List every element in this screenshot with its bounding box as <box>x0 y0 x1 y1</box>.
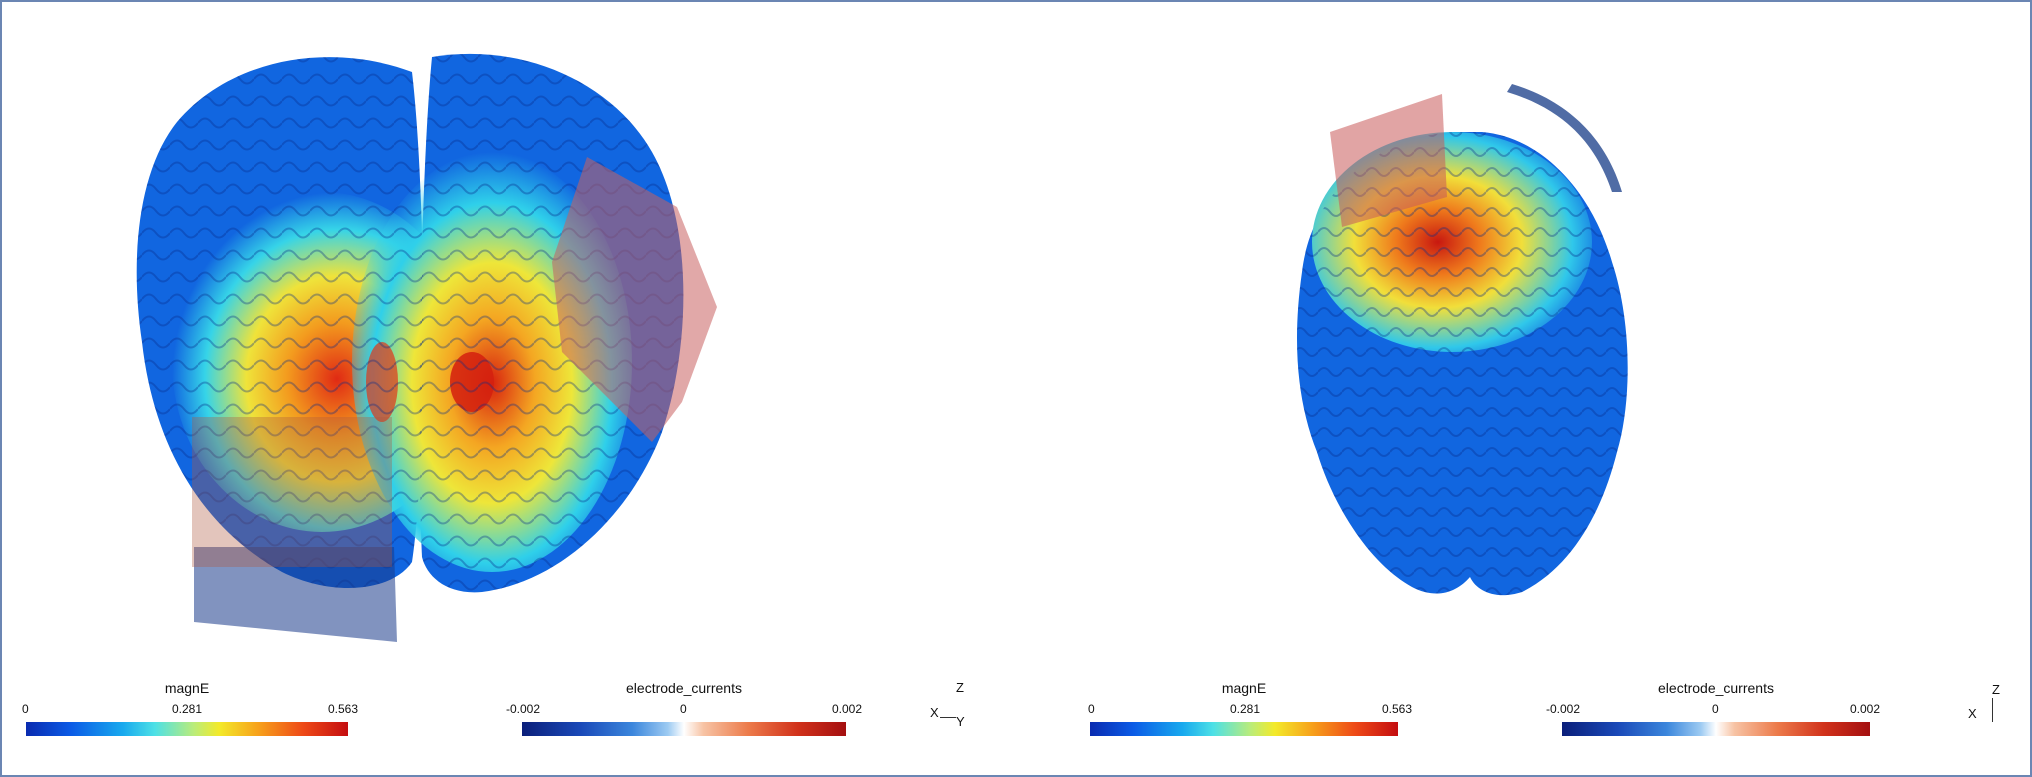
electrode-patch-bottom <box>194 547 397 642</box>
brain-bottom-render <box>1297 84 1628 596</box>
colorbar-title: electrode_currents <box>626 680 742 696</box>
axis-y-label: Y <box>956 714 965 729</box>
orientation-axes-left: Z X Y <box>930 680 970 730</box>
axis-line <box>940 717 956 718</box>
electrode-patch-top <box>1330 94 1447 227</box>
colorbar-gradient <box>26 722 348 736</box>
colorbar-magnE-right: magnE 0 0.281 0.563 <box>1088 680 1412 740</box>
electrode-patch-right <box>552 157 717 442</box>
axis-z-label: Z <box>1992 682 2000 697</box>
colorbar-mid: 0.281 <box>1230 702 1261 716</box>
colorbar-mid: 0.281 <box>172 702 203 716</box>
colorbar-min: -0.002 <box>506 702 541 716</box>
colorbar-min: 0 <box>1088 702 1095 716</box>
colorbar-title: electrode_currents <box>1658 680 1774 696</box>
colorbar-max: 0.002 <box>831 702 862 716</box>
electrode-patch-left <box>192 417 392 567</box>
colorbar-min: 0 <box>22 702 29 716</box>
brain-view-front[interactable] <box>2 2 1002 652</box>
colorbar-max: 0.563 <box>327 702 358 716</box>
colorbar-gradient <box>1562 722 1870 736</box>
colorbar-title: magnE <box>1221 680 1267 696</box>
electrode-patch-arc <box>1507 84 1622 192</box>
colorbar-gradient <box>1090 722 1398 736</box>
colorbar-electrode-currents-left: electrode_currents -0.002 0 0.002 <box>506 680 862 740</box>
colorbar-min: -0.002 <box>1546 702 1581 716</box>
axis-line <box>1992 698 1993 722</box>
axis-z-label: Z <box>956 680 964 695</box>
axis-x-label: X <box>1968 706 1977 721</box>
brain-view-bottom[interactable] <box>1102 2 2002 652</box>
colorbar-max: 0.002 <box>1849 702 1880 716</box>
colorbar-title: magnE <box>164 680 210 696</box>
colorbar-max: 0.563 <box>1381 702 1412 716</box>
colorbar-magnE-left: magnE 0 0.281 0.563 <box>22 680 358 740</box>
brain-front-render <box>136 53 717 642</box>
orientation-axes-right: Z X <box>1968 682 2008 732</box>
colorbar-electrode-currents-right: electrode_currents -0.002 0 0.002 <box>1546 680 1880 740</box>
colorbar-mid: 0 <box>680 702 687 716</box>
axis-x-label: X <box>930 705 939 720</box>
colorbar-gradient <box>522 722 846 736</box>
colorbar-mid: 0 <box>1712 702 1719 716</box>
